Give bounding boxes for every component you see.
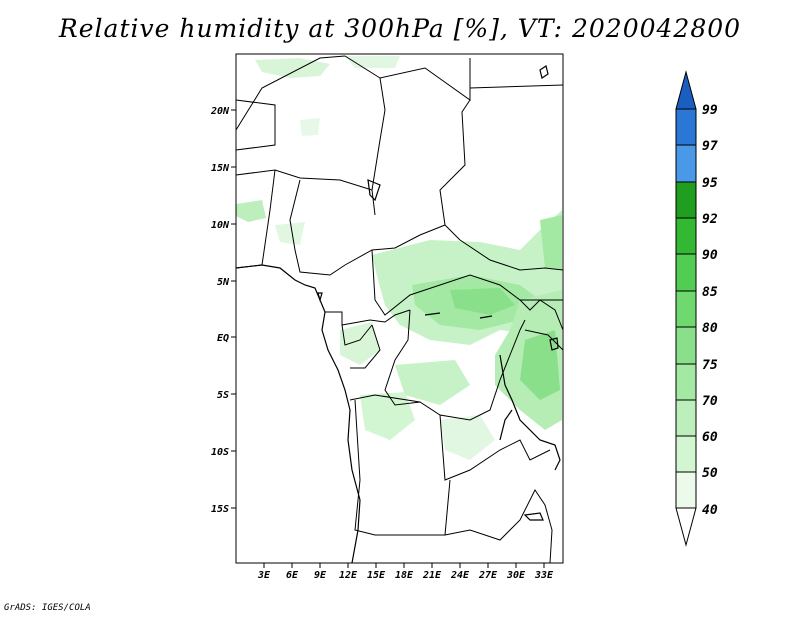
colorbar-label: 50 [702,466,718,481]
lon-label: 24E [450,570,470,581]
colorbar-box [675,144,697,183]
lat-label: 15N [211,163,230,174]
lat-label: 5S [217,390,229,401]
colorbar-box [675,108,697,146]
colorbar-top-arrow [675,70,697,110]
colorbar-box [675,253,697,292]
lon-label: 12E [339,570,358,581]
latitude-axis: 20N 15N 10N 5N EQ 5S 10S 15S [210,106,236,515]
colorbar: 40 50 60 70 75 80 85 90 92 95 97 99 [675,70,718,547]
colorbar-box [675,471,697,509]
lon-label: 15E [367,570,386,581]
grads-credit: GrADS: IGES/COLA [4,603,91,613]
colorbar-box [675,217,697,255]
colorbar-box [675,181,697,219]
colorbar-label: 40 [702,503,718,518]
colorbar-label: 80 [702,321,718,336]
colorbar-label: 95 [702,176,718,191]
colorbar-box [675,326,697,365]
humidity-shading [236,56,562,460]
longitude-axis: 3E 6E 9E 12E 15E 18E 21E 24E 27E 30E 33E [257,563,554,581]
plot-title: Relative humidity at 300hPa [%], VT: 202… [58,14,742,43]
lon-label: 21E [422,570,442,581]
lat-label: EQ [217,333,229,344]
lon-label: 9E [314,570,327,581]
lon-label: 6E [286,570,299,581]
lon-label: 18E [395,570,414,581]
colorbar-label: 97 [702,139,718,154]
lat-label: 5N [217,277,230,288]
colorbar-box [675,435,697,473]
lon-label: 30E [506,570,526,581]
colorbar-bottom-arrow [675,507,697,547]
colorbar-label: 75 [702,358,718,373]
colorbar-box [675,399,697,437]
colorbar-label: 90 [702,248,718,263]
colorbar-label: 92 [702,212,718,227]
map-frame [235,53,564,564]
lon-label: 27E [478,570,498,581]
colorbar-box [675,290,697,328]
colorbar-box [675,363,697,401]
colorbar-label: 60 [702,430,718,445]
colorbar-label: 70 [702,394,718,409]
colorbar-label: 85 [702,285,718,300]
lon-label: 3E [257,570,271,581]
colorbar-label: 99 [702,103,718,118]
lat-label: 10N [211,220,230,231]
lon-label: 33E [534,570,554,581]
country-boundaries [235,55,564,564]
lat-label: 10S [211,447,229,458]
lat-label: 15S [211,504,229,515]
lat-label: 20N [210,106,230,117]
coastline [235,65,561,564]
